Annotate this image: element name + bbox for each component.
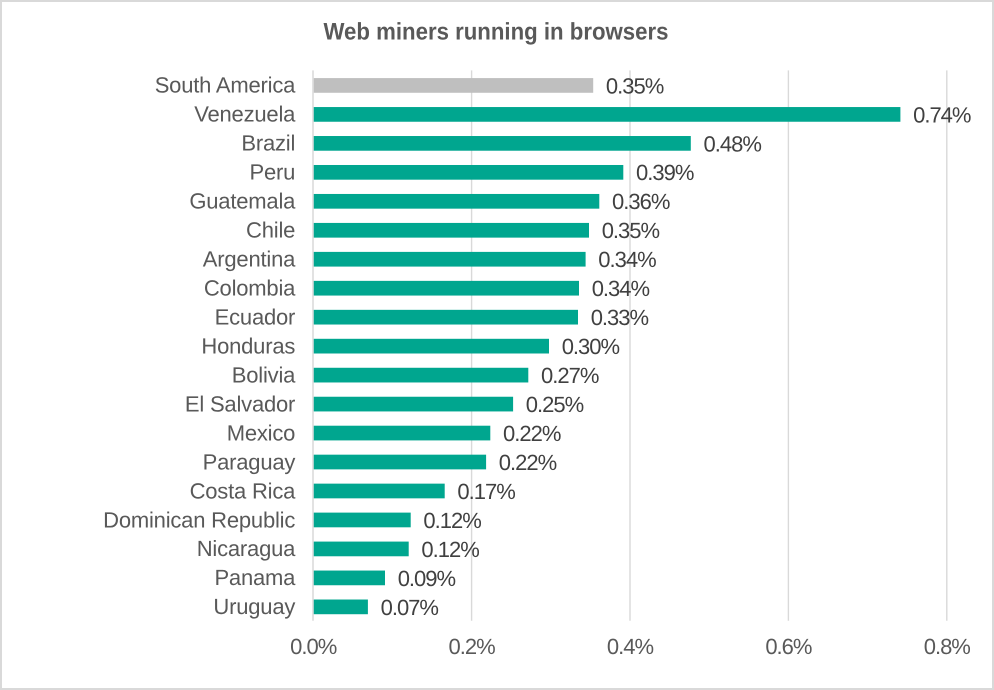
- svg-text:Mexico: Mexico: [227, 420, 296, 445]
- svg-text:0.33%: 0.33%: [591, 305, 649, 330]
- svg-text:Chile: Chile: [246, 218, 295, 243]
- svg-text:0.6%: 0.6%: [765, 634, 812, 659]
- svg-text:0.07%: 0.07%: [381, 595, 439, 620]
- svg-text:0.17%: 0.17%: [457, 479, 515, 504]
- svg-text:El Salvador: El Salvador: [185, 391, 295, 416]
- svg-text:0.2%: 0.2%: [449, 634, 496, 659]
- svg-text:Argentina: Argentina: [203, 247, 296, 272]
- svg-text:Dominican Republic: Dominican Republic: [103, 507, 295, 532]
- svg-text:0.09%: 0.09%: [398, 566, 456, 591]
- svg-text:0.34%: 0.34%: [592, 276, 650, 301]
- svg-text:Web miners running in browsers: Web miners running in browsers: [324, 19, 669, 46]
- svg-text:0.22%: 0.22%: [503, 421, 561, 446]
- svg-text:0.12%: 0.12%: [423, 508, 481, 533]
- svg-text:0.25%: 0.25%: [526, 392, 584, 417]
- svg-text:0.74%: 0.74%: [913, 102, 971, 127]
- svg-text:Ecuador: Ecuador: [215, 304, 296, 329]
- svg-text:0.22%: 0.22%: [499, 450, 557, 475]
- svg-text:0.35%: 0.35%: [606, 73, 664, 98]
- svg-text:0.4%: 0.4%: [607, 634, 654, 659]
- svg-text:0.0%: 0.0%: [290, 634, 337, 659]
- svg-text:Costa Rica: Costa Rica: [190, 478, 297, 503]
- svg-text:0.34%: 0.34%: [598, 247, 656, 272]
- svg-text:Uruguay: Uruguay: [213, 594, 295, 619]
- svg-text:0.27%: 0.27%: [541, 363, 599, 388]
- svg-text:0.35%: 0.35%: [602, 218, 660, 243]
- svg-text:0.48%: 0.48%: [704, 131, 762, 156]
- svg-text:0.8%: 0.8%: [924, 634, 971, 659]
- svg-text:Venezuela: Venezuela: [194, 102, 296, 127]
- svg-text:South America: South America: [155, 73, 296, 98]
- svg-text:Panama: Panama: [214, 565, 296, 590]
- svg-text:Bolivia: Bolivia: [232, 362, 296, 387]
- svg-text:Guatemala: Guatemala: [189, 189, 296, 214]
- svg-text:Nicaragua: Nicaragua: [197, 536, 296, 561]
- svg-text:Brazil: Brazil: [241, 131, 295, 156]
- svg-text:Colombia: Colombia: [204, 276, 296, 301]
- svg-text:Paraguay: Paraguay: [203, 449, 296, 474]
- svg-text:Peru: Peru: [250, 160, 296, 185]
- svg-text:0.36%: 0.36%: [612, 189, 670, 214]
- svg-text:0.39%: 0.39%: [636, 160, 694, 185]
- svg-text:Honduras: Honduras: [201, 333, 295, 358]
- svg-text:0.12%: 0.12%: [421, 537, 479, 562]
- svg-text:0.30%: 0.30%: [562, 334, 620, 359]
